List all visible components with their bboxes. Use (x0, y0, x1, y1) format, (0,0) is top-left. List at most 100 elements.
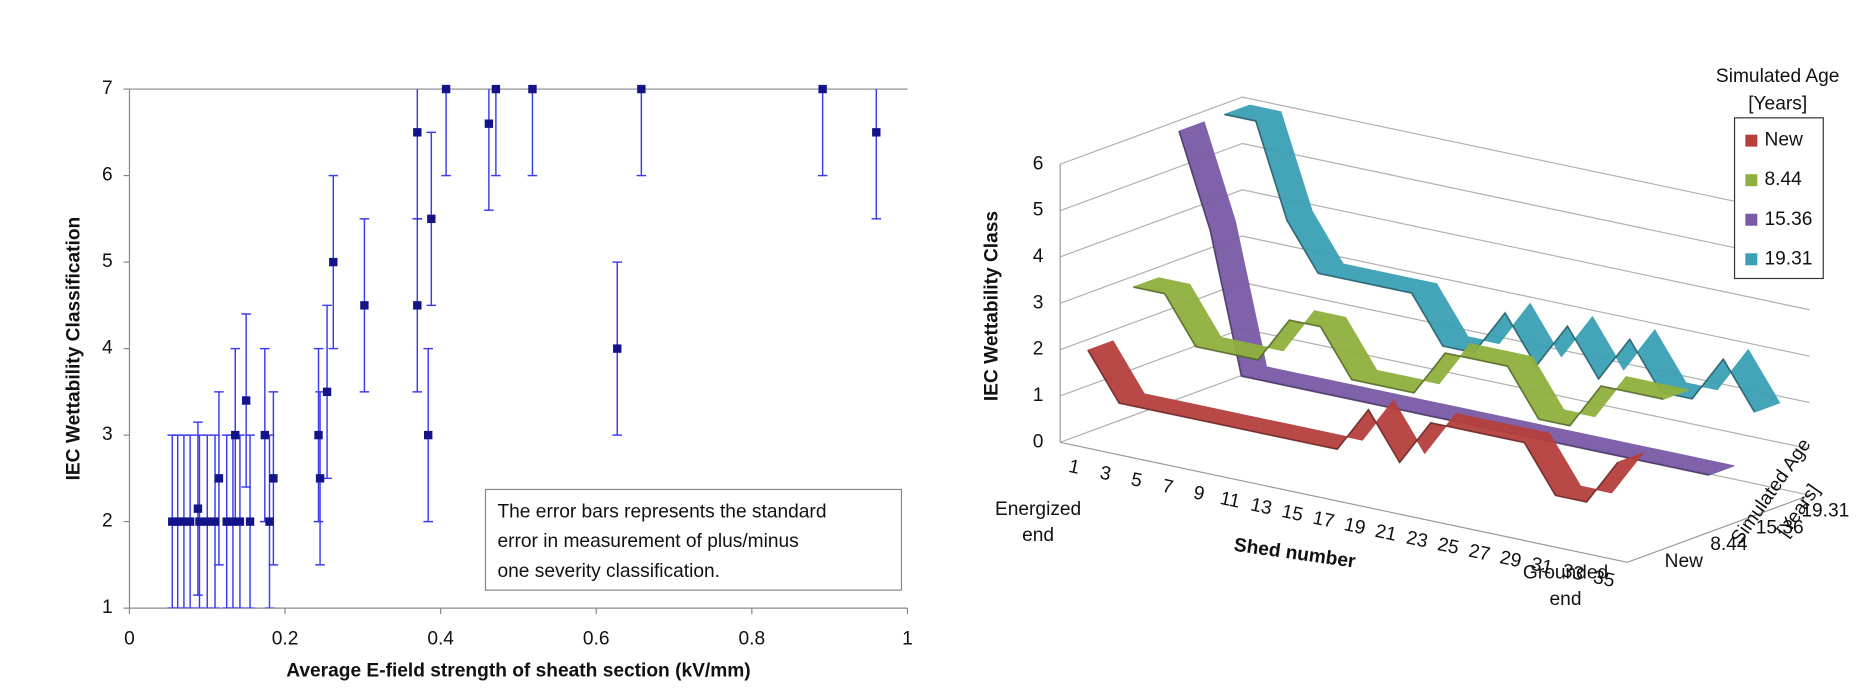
point (203, 517, 212, 526)
point (235, 517, 245, 526)
point (173, 517, 182, 526)
y-tick-label: 2 (1033, 339, 1044, 360)
y-tick-label: 5 (1033, 200, 1044, 221)
x-tick-label: 21 (1373, 521, 1398, 546)
point (637, 84, 646, 94)
x-tick-label: 27 (1467, 541, 1492, 566)
point (818, 84, 827, 94)
point (195, 517, 204, 526)
legend-label: 19.31 (1765, 248, 1813, 269)
end-label: Grounded (1523, 562, 1608, 583)
x-tick-label: 23 (1404, 527, 1429, 552)
point (222, 517, 231, 526)
x-tick-label: 0.6 (583, 628, 610, 649)
x-tick-label: 0 (124, 628, 135, 649)
axis-line (1627, 494, 1810, 563)
x-tick-label: 7 (1160, 476, 1175, 499)
point (260, 430, 270, 440)
point (315, 474, 325, 483)
annotation-box (484, 488, 903, 591)
y-axis-title: IEC Wettability Classification (63, 217, 84, 481)
point (872, 128, 881, 137)
point (245, 517, 255, 526)
x-tick-label: 35 (1591, 567, 1616, 592)
point (231, 430, 240, 440)
point (441, 84, 451, 94)
x-tick-label: 11 (1218, 488, 1242, 513)
x-tick-label: 1 (902, 628, 913, 649)
y-tick-label: 4 (1033, 246, 1044, 267)
ribbon-edge (1178, 131, 1710, 476)
point (528, 84, 537, 94)
ribbon (1224, 104, 1781, 413)
point (413, 301, 422, 310)
point (241, 396, 251, 405)
x-axis-title: Shed number (1233, 535, 1358, 573)
start-label: end (1022, 525, 1054, 546)
x-tick-label: 15 (1280, 501, 1305, 526)
point (168, 517, 177, 526)
point (314, 430, 323, 440)
y-tick-label: 2 (102, 511, 113, 532)
depth-tick-label: 8.44 (1710, 534, 1748, 555)
x-tick-label: 5 (1129, 469, 1144, 492)
x-tick-label: 13 (1249, 495, 1274, 520)
legend-swatch (1745, 174, 1758, 187)
x-tick-label: 1 (1067, 456, 1082, 479)
point (484, 119, 494, 128)
grid-line (1059, 96, 1810, 218)
point (265, 517, 274, 526)
y-tick-label: 3 (1033, 292, 1044, 313)
end-label: end (1550, 589, 1582, 610)
x-tick-label: 0.8 (739, 628, 766, 649)
point (179, 517, 189, 526)
legend-swatch (1745, 134, 1758, 147)
x-tick-label: 3 (1098, 463, 1113, 486)
y-tick-label: 0 (1033, 431, 1044, 452)
point (413, 128, 422, 137)
y-tick-label: 4 (102, 338, 113, 359)
x-tick-label: 9 (1191, 482, 1206, 505)
axis-line (1060, 441, 1628, 563)
point (193, 504, 203, 513)
point (360, 301, 369, 310)
ribbon (1178, 121, 1735, 476)
legend-title: Simulated Age (1716, 66, 1840, 87)
x-tick-label: 17 (1311, 508, 1336, 533)
y-tick-label: 6 (1033, 153, 1044, 174)
point (329, 257, 338, 267)
ribbon-edge (1087, 349, 1619, 504)
y-tick-label: 6 (102, 165, 113, 186)
point (424, 430, 433, 440)
legend-label: 15.36 (1765, 209, 1813, 230)
depth-tick-label: New (1665, 551, 1703, 572)
x-tick-label: 29 (1498, 547, 1523, 572)
depth-tick-label: 15.36 (1756, 517, 1804, 538)
point (269, 474, 278, 483)
x-axis-title: Average E-field strength of sheath secti… (286, 661, 750, 682)
point (214, 474, 224, 483)
ribbon (1132, 277, 1689, 427)
point (322, 387, 332, 397)
x-tick-label: 33 (1560, 560, 1585, 585)
annotation: The error bars represents the standard (497, 501, 826, 522)
point (427, 214, 436, 224)
x-tick-label: 19 (1342, 514, 1367, 539)
point (613, 344, 622, 353)
y-tick-label: 3 (102, 424, 113, 445)
point (491, 84, 501, 94)
grid-line (1059, 189, 1810, 311)
legend-label: New (1765, 130, 1803, 151)
x-tick-label: 31 (1529, 554, 1554, 579)
y-tick-label: 1 (102, 597, 113, 618)
y-axis-title: IEC Wettability Class (982, 211, 1003, 401)
start-label: Energized (995, 499, 1081, 520)
legend-title: [Years] (1748, 94, 1807, 115)
grid-line (1059, 142, 1810, 265)
legend-label: 8.44 (1765, 169, 1803, 190)
x-tick-label: 0.2 (272, 628, 299, 649)
legend-swatch (1745, 213, 1758, 226)
point (210, 517, 220, 526)
